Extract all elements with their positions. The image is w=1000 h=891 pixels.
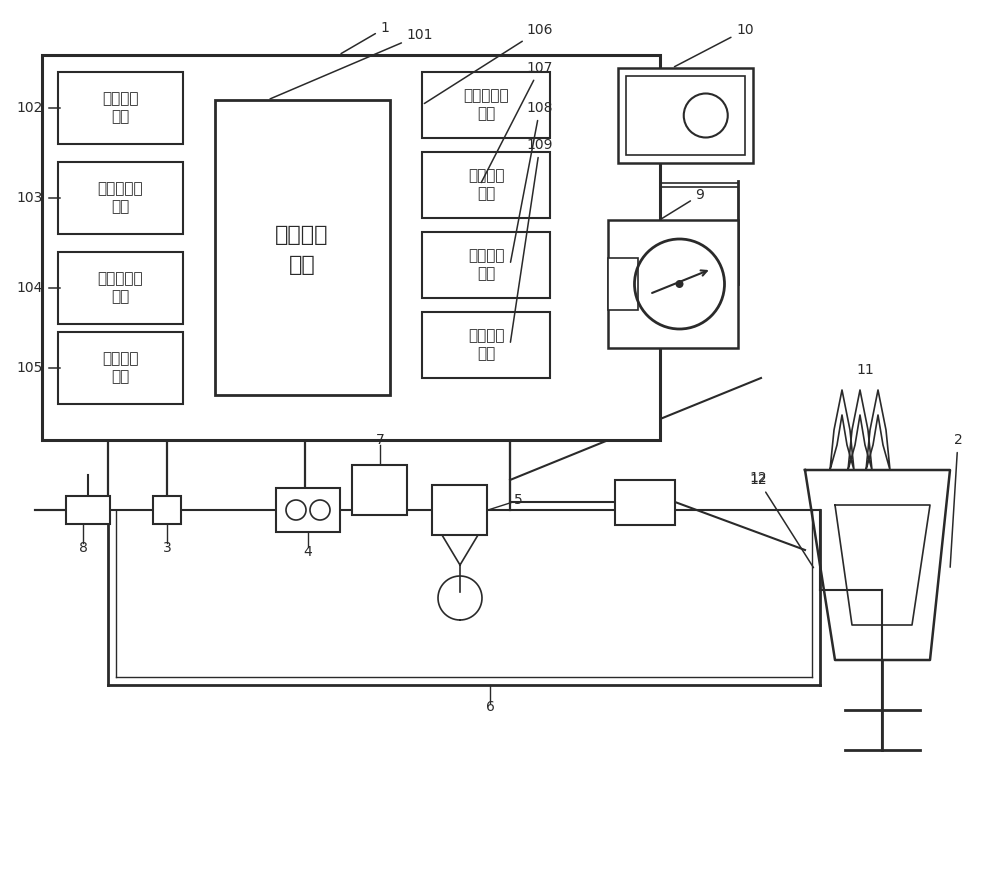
Text: 模块: 模块 [477,266,495,282]
Bar [615,480,675,525]
Text: 7: 7 [376,433,384,447]
Bar [58,162,183,234]
Bar [608,220,738,348]
Text: 109: 109 [510,138,553,342]
Text: 零压阀控制: 零压阀控制 [97,272,143,287]
Text: 模块: 模块 [477,107,495,121]
Text: 101: 101 [270,28,433,99]
Text: 105: 105 [17,361,60,375]
Bar [58,252,183,324]
Bar [352,465,407,515]
Bar [215,100,390,395]
Text: 106: 106 [424,23,553,103]
Bar [276,488,340,532]
Text: 功率调节: 功率调节 [468,329,504,344]
Text: 数据存储: 数据存储 [102,92,138,107]
Text: 火焰检测: 火焰检测 [468,168,504,184]
Text: 103: 103 [17,191,60,205]
Bar [153,496,181,524]
Text: 11: 11 [856,363,874,377]
Text: 3: 3 [163,541,171,555]
Text: 9: 9 [662,188,704,218]
Text: 5: 5 [514,493,522,507]
Bar [58,72,183,144]
Text: 模块: 模块 [111,290,129,305]
Text: 6: 6 [486,700,494,714]
Text: 模块: 模块 [111,110,129,125]
Text: 108: 108 [511,101,553,262]
Text: 模块: 模块 [477,186,495,201]
Text: 102: 102 [17,101,60,115]
Text: 107: 107 [481,61,553,183]
Text: 风机控制: 风机控制 [102,352,138,366]
Bar [422,312,550,378]
Bar [422,232,550,298]
Text: 模块: 模块 [477,347,495,362]
Text: 高压点火: 高压点火 [468,249,504,264]
Text: 模块: 模块 [111,370,129,385]
Text: 模块: 模块 [289,255,315,275]
Text: 12: 12 [749,471,767,485]
Text: 4: 4 [304,545,312,559]
Text: 显示屏控制: 显示屏控制 [463,88,509,103]
Bar [42,55,660,440]
Text: 电磁阀控制: 电磁阀控制 [97,182,143,197]
Text: 12: 12 [749,473,814,568]
Bar [608,258,638,309]
Text: 1: 1 [341,21,389,53]
Text: 2: 2 [950,433,962,568]
Text: 8: 8 [79,541,87,555]
Bar [422,152,550,218]
Bar [618,68,753,163]
Bar [66,496,110,524]
Text: 104: 104 [17,281,60,295]
Bar [626,76,745,155]
Circle shape [676,280,684,288]
Bar [422,72,550,138]
Text: 10: 10 [674,23,754,67]
Bar [58,332,183,404]
Text: 中央处理: 中央处理 [275,225,329,245]
Text: 模块: 模块 [111,200,129,215]
Bar [432,485,487,535]
